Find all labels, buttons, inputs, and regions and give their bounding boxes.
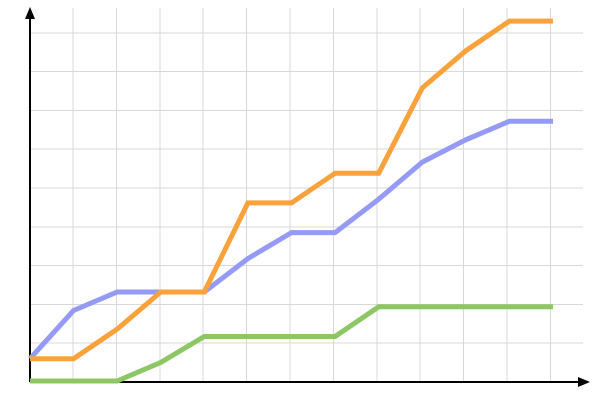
- vertical-gridlines-group: [72, 8, 551, 382]
- y-axis-arrow-icon: [25, 7, 35, 19]
- axes-group: [25, 7, 590, 387]
- x-axis-arrow-icon: [578, 377, 590, 387]
- series-line-green: [30, 304, 553, 384]
- series-line-orange: [30, 18, 553, 362]
- series-line-purple: [28, 118, 553, 361]
- series-group: [28, 18, 553, 384]
